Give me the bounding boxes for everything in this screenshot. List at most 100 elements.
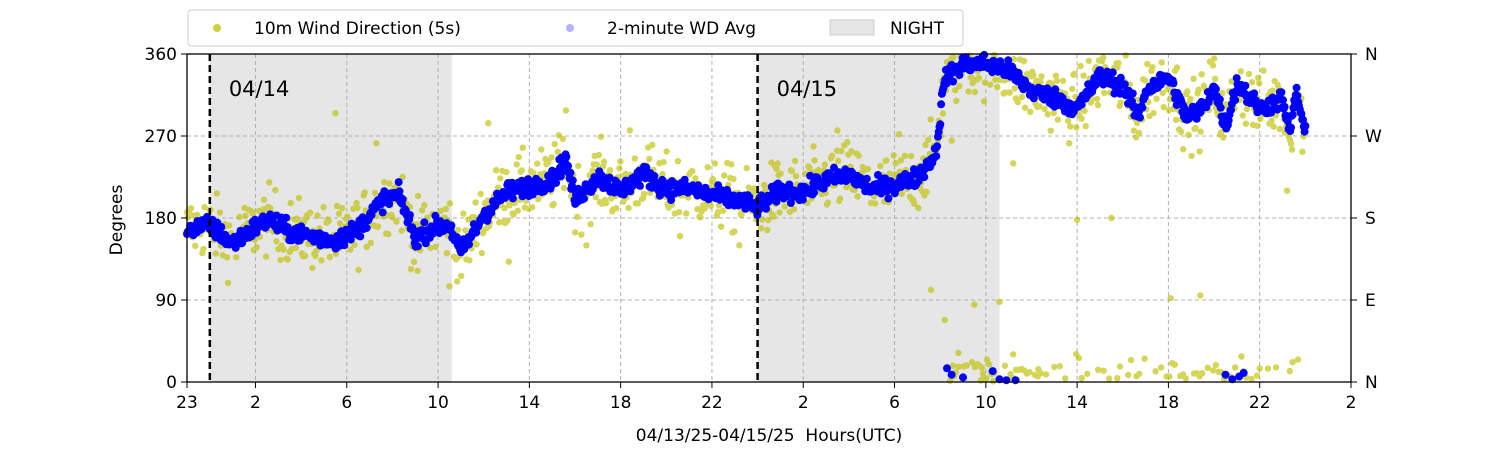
wd-avg-wrap-point [1011,376,1020,385]
wind-direction-point [513,161,520,168]
wind-direction-point [301,252,309,260]
wind-direction-point [659,170,666,178]
wd-avg-point [862,174,871,183]
wind-direction-point [1114,375,1121,382]
wind-direction-point [613,205,620,212]
wind-direction-point [1075,354,1083,362]
wind-direction-point [854,193,861,200]
wind-direction-point [225,222,233,229]
wind-direction-point [414,192,422,200]
wd-avg-wrap-point [947,370,956,379]
wind-direction-point [1248,79,1256,86]
wind-direction-point [399,173,406,181]
wind-direction-point [886,170,893,177]
wind-direction-point [338,204,346,212]
wind-direction-point [1270,123,1277,130]
wind-direction-point [1197,128,1204,135]
wd-avg-point [465,240,473,249]
wind-direction-point [333,202,341,210]
wind-direction-point [398,227,405,234]
wind-direction-point [1066,140,1073,147]
wind-direction-point [1065,117,1072,125]
wind-direction-point [1272,364,1280,371]
wind-direction-point [443,250,450,257]
wind-direction-point [1204,364,1211,372]
wind-direction-outlier [505,258,512,265]
wind-direction-point [407,265,415,273]
wind-direction-outlier [373,140,380,147]
wind-direction-point [1264,365,1272,372]
x-tick-label-8: 6 [889,393,900,413]
wd-avg-point [650,172,659,180]
wind-direction-point [953,97,960,105]
wind-direction-point [1152,368,1159,375]
legend: 10m Wind Direction (5s) 2-minute WD Avg … [187,9,964,47]
wind-direction-point [1073,124,1080,131]
wind-direction-point [1289,359,1296,366]
wind-direction-point [1158,59,1165,66]
wind-direction-point [968,74,975,81]
wind-direction-point [280,246,287,253]
wind-direction-point [922,141,929,148]
wd-avg-point [217,223,226,231]
wind-direction-point [1299,148,1306,155]
wind-direction-point [774,160,781,167]
wind-direction-point [979,370,987,377]
wind-direction-point [335,210,343,217]
wind-direction-point [260,196,268,203]
wind-direction-point [939,110,947,117]
wind-direction-point [991,51,998,59]
wind-direction-point [915,204,922,212]
wind-direction-point [272,186,279,194]
wind-direction-point [466,257,473,264]
series-layer [183,50,1310,385]
wind-direction-point [815,166,822,174]
wind-direction-point [649,141,656,149]
wd-avg-point [421,239,430,248]
wind-direction-point [1105,375,1113,382]
x-tick-label-4: 14 [519,393,541,413]
wind-direction-point [437,207,444,215]
wind-direction-point [890,152,897,159]
wind-direction-outlier [941,316,948,324]
wind-direction-point [1085,57,1093,65]
wind-direction-point [1198,71,1205,78]
wind-direction-point [1084,370,1091,378]
wd-avg-point [1136,113,1144,122]
wind-direction-point [1180,146,1187,153]
wind-direction-point [602,199,610,207]
wind-direction-outlier [1073,216,1081,223]
wind-direction-point [460,210,467,217]
wind-direction-point [1094,101,1102,109]
wind-direction-point [892,160,899,167]
x-tick-label-13: 2 [1346,393,1357,413]
wind-direction-point [1056,363,1064,370]
wind-direction-point [1166,373,1173,380]
x-tick-label-11: 18 [1158,393,1180,413]
wind-direction-point [1136,370,1143,377]
wd-avg-point [772,197,781,206]
wind-direction-point [982,375,990,382]
legend-box [187,9,964,47]
wind-direction-outlier [1238,353,1245,360]
wd-avg-point [362,223,371,232]
wind-direction-point [1286,367,1294,375]
wind-direction-point [1254,122,1261,129]
wind-direction-point [381,178,388,186]
wind-direction-point [1196,148,1203,155]
wd-avg-point [1216,103,1225,112]
wind-direction-point [1011,85,1018,92]
wind-direction-point [1172,116,1180,124]
wind-direction-point [1253,372,1261,379]
wind-direction-point [1144,60,1151,68]
wind-direction-point [292,244,300,251]
wind-direction-point [595,151,603,159]
wd-avg-point [1250,89,1259,98]
wind-direction-point [1078,375,1085,382]
wind-direction-point [313,247,320,254]
wd-avg-point [420,218,429,227]
wind-direction-point [223,254,231,261]
wind-direction-point [1150,109,1157,117]
wind-direction-point [1269,87,1276,94]
wind-direction-point [1149,63,1156,71]
